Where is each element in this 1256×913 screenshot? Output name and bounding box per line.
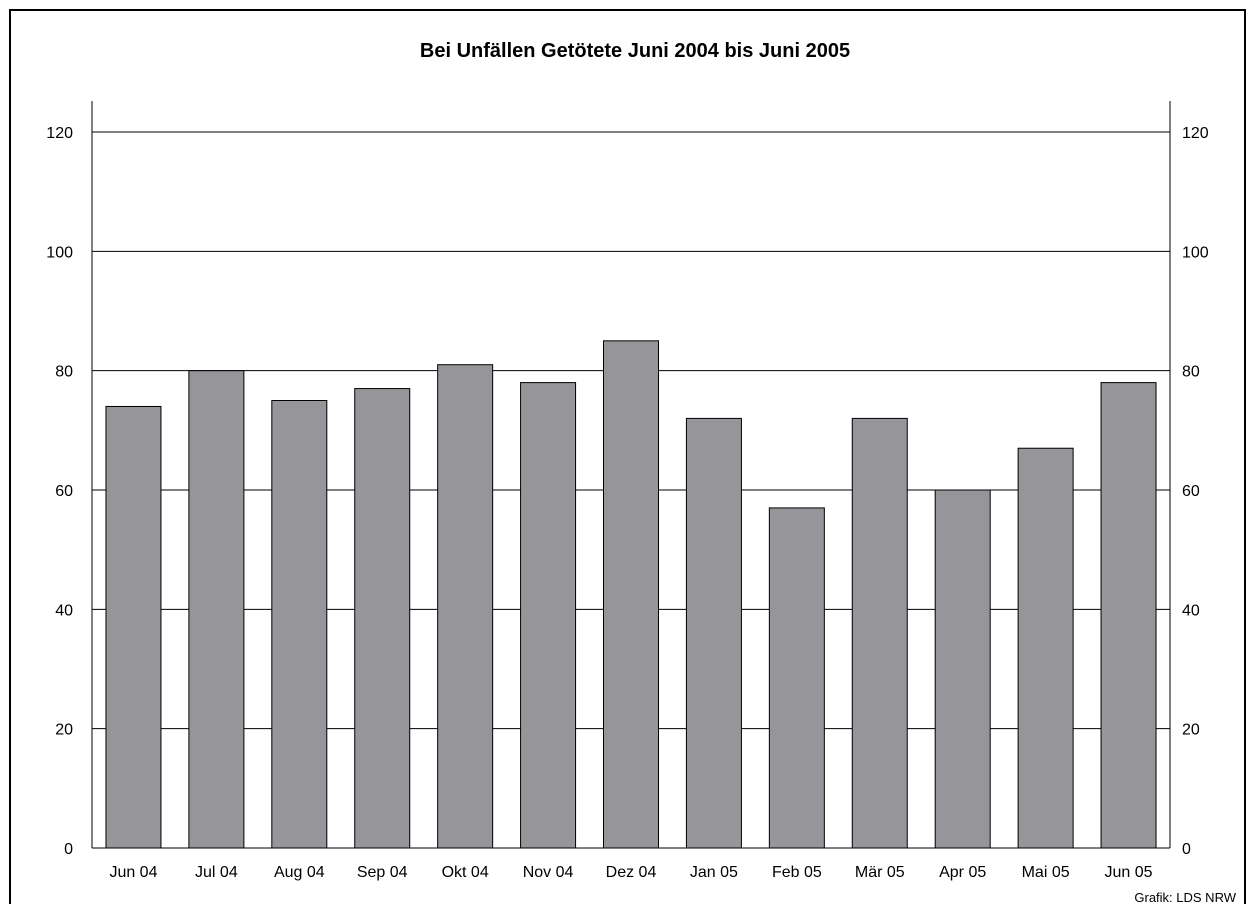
axes — [91, 101, 1171, 848]
x-tick-2: Aug 04 — [274, 864, 325, 881]
chart-title: Bei Unfällen Getötete Juni 2004 bis Juni… — [420, 40, 850, 62]
x-tick-9: Mär 05 — [855, 864, 905, 881]
x-tick-1: Jul 04 — [195, 864, 238, 881]
y-tick-right-2: 40 — [1182, 602, 1200, 619]
y-tick-right-1: 20 — [1182, 722, 1200, 739]
bar-7 — [685, 417, 742, 849]
x-tick-11: Mai 05 — [1022, 864, 1070, 881]
y-tick-right-4: 80 — [1182, 364, 1200, 381]
y-tick-left-3: 60 — [55, 483, 73, 500]
bars — [105, 340, 1157, 849]
bar-10 — [934, 489, 991, 849]
x-tick-5: Nov 04 — [523, 864, 574, 881]
bar-2 — [271, 400, 328, 849]
bar-11 — [1017, 447, 1074, 849]
source-note: Grafik: LDS NRW — [1134, 890, 1236, 905]
y-axis-left-ticks: 0 20 40 60 80 100 120 — [46, 125, 73, 858]
y-axis-right-ticks: 0 20 40 60 80 100 120 — [1182, 125, 1209, 858]
bar-8 — [768, 507, 825, 849]
x-tick-10: Apr 05 — [939, 864, 986, 881]
x-tick-3: Sep 04 — [357, 864, 408, 881]
x-tick-4: Okt 04 — [442, 864, 489, 881]
x-tick-12: Jun 05 — [1105, 864, 1153, 881]
x-axis-ticks: Jun 04 Jul 04 Aug 04 Sep 04 Okt 04 Nov 04 Dez … — [109, 864, 1152, 881]
y-tick-left-0: 0 — [64, 841, 73, 858]
x-tick-6: Dez 04 — [606, 864, 657, 881]
y-tick-left-1: 20 — [55, 722, 73, 739]
bar-3 — [354, 388, 411, 849]
y-tick-right-6: 120 — [1182, 125, 1209, 142]
x-tick-0: Jun 04 — [109, 864, 157, 881]
y-tick-left-6: 120 — [46, 125, 73, 142]
bar-9 — [851, 417, 908, 849]
y-tick-left-2: 40 — [55, 602, 73, 619]
bar-12 — [1100, 382, 1157, 849]
bar-5 — [520, 382, 577, 849]
bar-0 — [105, 405, 162, 849]
y-tick-left-4: 80 — [55, 364, 73, 381]
bar-1 — [188, 370, 245, 849]
bar-6 — [603, 340, 659, 849]
y-tick-right-5: 100 — [1182, 244, 1209, 261]
x-tick-7: Jan 05 — [690, 864, 738, 881]
bar-4 — [437, 364, 494, 849]
y-tick-right-0: 0 — [1182, 841, 1191, 858]
y-tick-left-5: 100 — [46, 244, 73, 261]
x-tick-8: Feb 05 — [772, 864, 822, 881]
y-tick-right-3: 60 — [1182, 483, 1200, 500]
